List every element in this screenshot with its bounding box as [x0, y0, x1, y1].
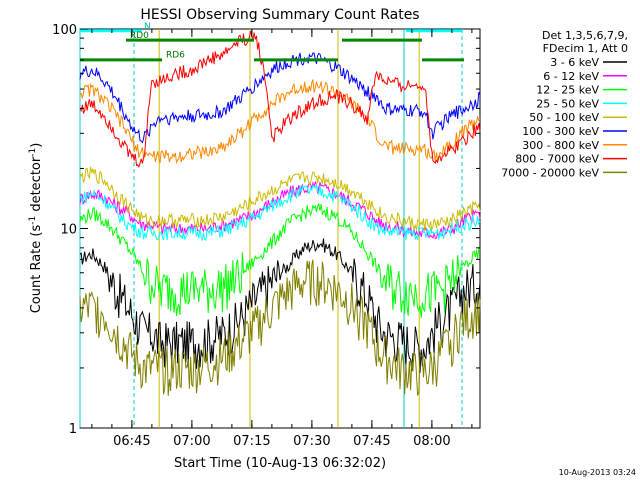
legend-label-8: 7000 - 20000 keV	[501, 166, 599, 179]
series-line-2	[79, 202, 481, 318]
axes: 06:45 07:00 07:15 07:30 07:45 08:00 1 10 100	[52, 23, 480, 449]
legend-label-7: 800 - 7000 keV	[515, 153, 599, 166]
x-tick-label-5: 08:00	[413, 434, 450, 449]
status-bar-label-1: RD0	[130, 31, 149, 41]
status-bar-label-2: RD6	[166, 51, 185, 61]
legend-label-4: 50 - 100 keV	[529, 111, 599, 124]
legend-title-line-0: Det 1,3,5,6,7,9,	[542, 29, 628, 42]
y-axis-label: Count Rate (s-1 detector-1)	[28, 143, 44, 314]
series-line-7	[79, 30, 481, 168]
legend-label-2: 12 - 25 keV	[536, 84, 599, 97]
legend-label-0: 3 - 6 keV	[550, 56, 599, 69]
legend-label-3: 25 - 50 keV	[536, 97, 599, 110]
legend-label-6: 300 - 800 keV	[522, 139, 599, 152]
x-tick-label-1: 07:00	[173, 434, 210, 449]
x-tick-label-2: 07:15	[233, 434, 270, 449]
chart-title: HESSI Observing Summary Count Rates	[140, 7, 419, 23]
series-line-8	[79, 259, 481, 397]
series-lines	[79, 30, 481, 397]
x-axis-label: Start Time (10-Aug-13 06:32:02)	[174, 456, 386, 471]
x-tick-label-3: 07:30	[293, 434, 330, 449]
y-tick-label-2: 100	[52, 23, 77, 38]
footer-date: 10-Aug-2013 03:24	[559, 468, 636, 477]
series-line-1	[79, 180, 481, 239]
legend-label-5: 100 - 300 keV	[522, 125, 599, 138]
y-tick-label-1: 10	[60, 223, 77, 238]
series-line-0	[79, 238, 481, 373]
series-line-6	[79, 79, 481, 164]
series-line-4	[79, 166, 481, 232]
x-tick-label-0: 06:45	[113, 434, 150, 449]
legend-title-line-1: FDecim 1, Att 0	[543, 42, 628, 55]
status-bar-label-0: N	[144, 22, 151, 32]
series-line-3	[79, 184, 481, 242]
y-tick-label-0: 1	[69, 422, 77, 437]
legend: Det 1,3,5,6,7,9,FDecim 1, Att 03 - 6 keV…	[501, 29, 628, 179]
legend-label-1: 6 - 12 keV	[543, 70, 599, 83]
x-tick-label-4: 07:45	[353, 434, 390, 449]
